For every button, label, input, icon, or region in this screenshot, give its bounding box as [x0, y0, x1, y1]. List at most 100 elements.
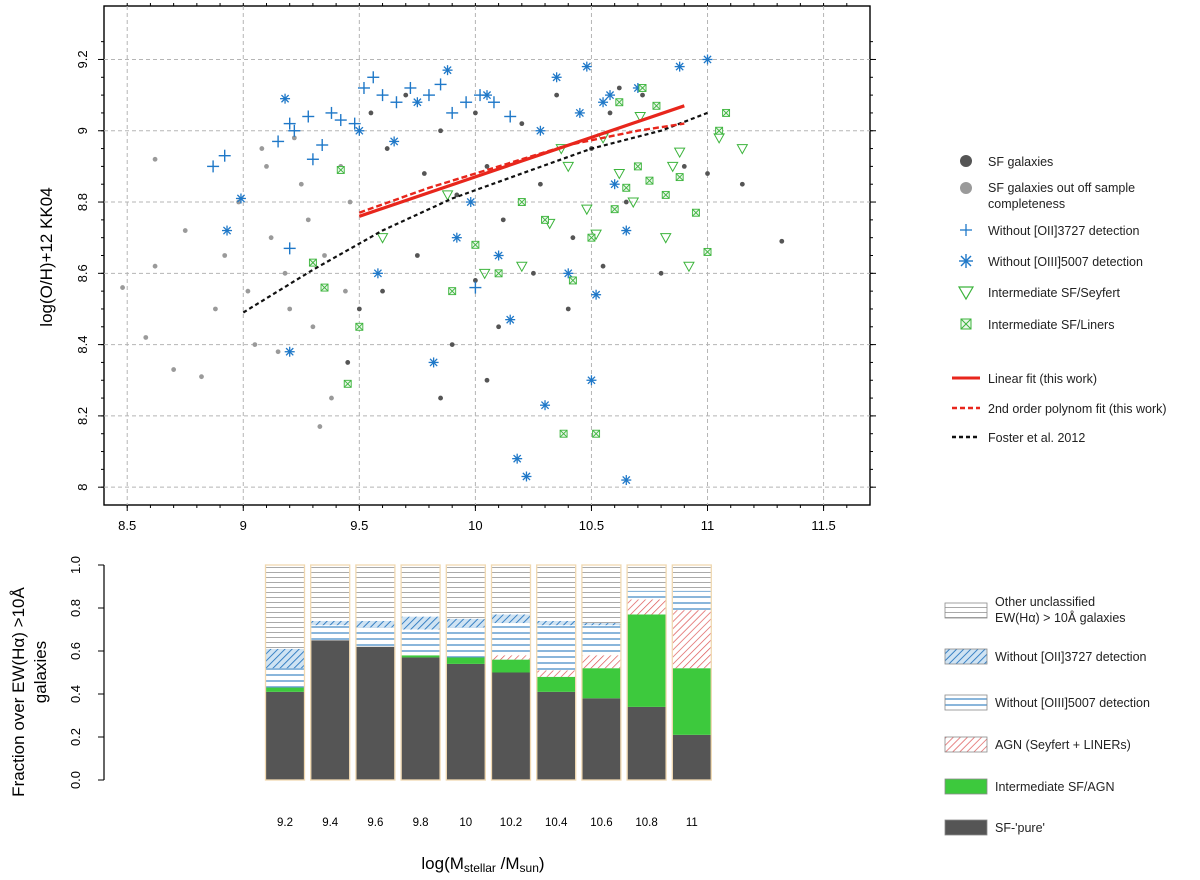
sf-galaxy-point	[500, 217, 506, 223]
box-d2	[692, 208, 700, 217]
scatter-points	[120, 54, 785, 486]
ast-d2	[373, 269, 382, 278]
ast-d2	[236, 194, 246, 203]
x-tick-label: 11	[701, 518, 715, 533]
sf-galaxy-point	[438, 128, 443, 134]
bar-segment	[492, 614, 530, 624]
ast-d2	[452, 233, 461, 242]
sf-galaxy-point	[607, 110, 613, 116]
no-oiii-point	[581, 61, 592, 72]
legend-linfit-label: Linear fit (this work)	[988, 372, 1097, 386]
scatter-plot-frame	[103, 5, 871, 506]
sf-galaxy-point	[421, 171, 427, 176]
sf-seyfert-point	[441, 190, 454, 201]
box-d2	[355, 322, 364, 331]
box-d2	[343, 379, 352, 388]
ast-d2	[536, 126, 545, 135]
bar-legend-label: SF-'pure'	[995, 821, 1045, 835]
box-d2	[541, 216, 549, 224]
sf-galaxy-point	[623, 199, 629, 205]
sf-out-completeness-point	[282, 270, 288, 276]
bar-segment	[537, 625, 576, 671]
ast-d2	[222, 226, 232, 235]
box-d2	[615, 98, 624, 107]
sf-seyfert-point	[659, 233, 672, 244]
ast-d2	[429, 358, 438, 367]
bar-segment	[401, 629, 440, 656]
bar-y-tick-label: 0.0	[68, 771, 83, 789]
sf-out-completeness-point	[152, 156, 158, 162]
bar-outline	[400, 564, 441, 781]
no-oiii-point	[598, 97, 609, 108]
box-d2	[622, 183, 631, 192]
ast-d2	[413, 98, 422, 107]
ast-d2	[466, 197, 475, 207]
bar-y-label-line2: galaxies	[31, 641, 50, 703]
sf-galaxy-point	[554, 92, 560, 98]
no-oiii-point	[235, 193, 246, 204]
sf-out-completeness-point	[120, 285, 125, 290]
sf-out-completeness-point	[310, 324, 316, 330]
sf-galaxy-point	[380, 288, 385, 294]
sf-out-completeness-point	[259, 146, 265, 151]
sf-galaxy-point	[345, 360, 351, 365]
sf-liner-point	[587, 233, 596, 242]
sf-out-completeness-point	[291, 135, 297, 141]
ast-d2	[622, 226, 631, 235]
box-d2	[661, 191, 670, 199]
sf-galaxy-point	[472, 110, 478, 116]
box-d2	[448, 287, 457, 295]
no-oiii-point	[540, 400, 551, 411]
bar-outline	[490, 564, 532, 781]
bar-segment	[672, 565, 711, 591]
bar-segment	[672, 734, 711, 780]
ast-d2	[587, 376, 596, 385]
bar-segment	[311, 625, 350, 641]
sf-galaxy-point	[356, 306, 362, 312]
sf-galaxy-point	[570, 235, 576, 241]
bar-segment	[401, 657, 440, 780]
fit-lines	[242, 104, 708, 314]
sf-liner-point	[355, 322, 364, 331]
bar-segment	[446, 657, 485, 664]
no-oiii-point	[574, 107, 585, 118]
no-oii-point	[207, 160, 220, 173]
bar-segment	[266, 565, 304, 649]
no-oiii-point	[482, 90, 492, 101]
bar-segment	[537, 565, 576, 621]
bar-segment	[266, 668, 304, 688]
no-oiii-point	[493, 250, 504, 261]
sf-out-completeness-point	[171, 367, 177, 372]
sf-galaxy-point	[779, 238, 785, 244]
sf-liner-point	[622, 183, 631, 192]
legend-oii-label: Without [OII]3727 detection	[988, 224, 1140, 238]
no-oii-point	[348, 117, 361, 130]
sf-liner-point	[308, 258, 317, 267]
ast-d2	[506, 315, 515, 324]
bar-segment	[582, 698, 621, 780]
legend-sf-out-marker	[960, 182, 972, 194]
bar-segment	[537, 670, 576, 677]
sf-seyfert-point	[683, 261, 695, 273]
ast-d2	[564, 269, 573, 278]
sf-liner-point	[610, 205, 619, 214]
ast-d2	[599, 98, 608, 107]
bar-category-label: 9.6	[367, 817, 383, 829]
sf-galaxy-point	[565, 306, 571, 312]
foster-2012-line	[242, 111, 708, 314]
x-tick-label: 9	[240, 518, 247, 533]
no-oii-point	[487, 96, 500, 109]
bar-y-tick-label: 1.0	[68, 556, 83, 574]
bar-segment	[627, 565, 666, 591]
sf-out-completeness-point	[329, 395, 334, 401]
bar-outline	[671, 564, 712, 781]
legend-plus-icon	[960, 224, 972, 236]
legend-asterisk-icon	[959, 254, 973, 268]
y-tick-label: 8.6	[75, 264, 90, 282]
sf-seyfert-point	[478, 268, 491, 280]
bar-segment	[446, 618, 485, 628]
sf-out-completeness-point	[236, 199, 242, 205]
x-tick-label: 11.5	[811, 518, 835, 533]
ast-d2	[390, 137, 399, 146]
bar-segment	[492, 623, 530, 656]
